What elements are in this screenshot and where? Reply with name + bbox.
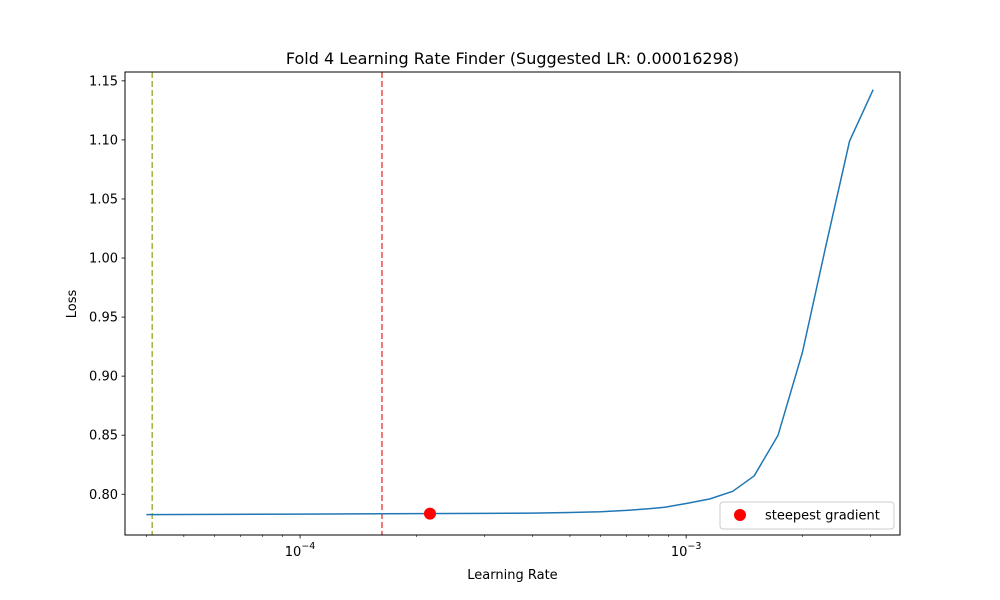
x-axis: 10−4 10−3 xyxy=(146,535,871,560)
y-tick-label-6: 1.10 xyxy=(89,133,118,148)
y-tick-label-0: 0.80 xyxy=(89,488,118,503)
y-tick-label-5: 1.05 xyxy=(89,192,118,207)
axes-frame xyxy=(124,71,901,536)
y-axis: 0.80 0.85 0.90 0.95 1.00 1.05 1.10 1.15 xyxy=(89,74,125,503)
legend-box xyxy=(719,501,895,530)
chart-title: Fold 4 Learning Rate Finder (Suggested L… xyxy=(286,49,739,68)
y-tick-label-7: 1.15 xyxy=(89,74,118,89)
legend-label: steepest gradient xyxy=(765,509,880,524)
y-tick-label-4: 1.00 xyxy=(89,252,118,267)
plot-area xyxy=(146,72,874,535)
loss-series-line-0 xyxy=(146,89,874,516)
y-axis-label: Loss xyxy=(65,290,80,319)
steepest-gradient-point-0 xyxy=(423,507,436,520)
legend: steepest gradient xyxy=(719,501,895,530)
x-tick-label-0: 10−4 xyxy=(285,541,316,560)
x-axis-label: Learning Rate xyxy=(467,568,557,583)
y-tick-label-1: 0.85 xyxy=(89,429,118,444)
y-tick-label-3: 0.95 xyxy=(89,311,118,326)
legend-marker xyxy=(734,509,746,521)
y-tick-label-2: 0.90 xyxy=(89,370,118,385)
x-tick-label-1: 10−3 xyxy=(671,541,702,560)
